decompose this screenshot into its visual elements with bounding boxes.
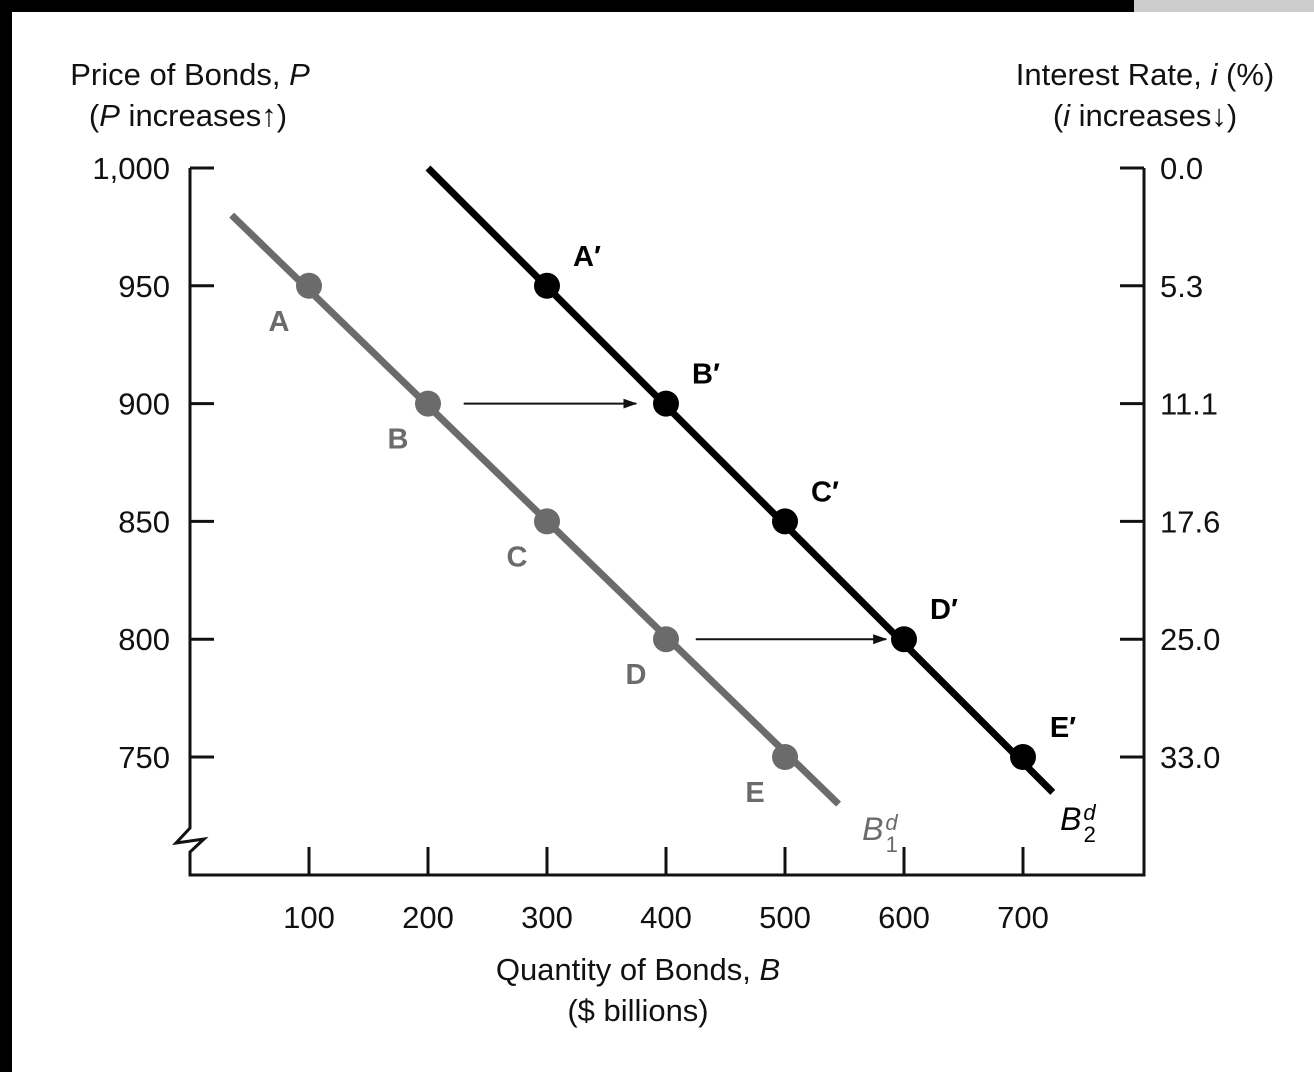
- point-label: B: [388, 424, 409, 456]
- x-axis-ticks: 100 200 300 400 500 600 700: [283, 847, 1049, 935]
- data-point: [534, 508, 560, 535]
- series-layer: A B C D E Bd 1 A′ B′ C′ D′ E′ Bd 2: [229, 165, 1096, 857]
- demand-curve-line: [229, 212, 841, 807]
- x-tick-label: 700: [997, 900, 1049, 935]
- left-axis-label-line2: (P increases↑): [89, 98, 287, 133]
- series-label: Bd 1: [862, 810, 898, 857]
- right-tick-label: 33.0: [1160, 740, 1220, 775]
- series-2: A′ B′ C′ D′ E′ Bd 2: [425, 165, 1096, 847]
- x-axis-label-line2: ($ billions): [567, 993, 708, 1028]
- point-label: A′: [573, 241, 601, 273]
- left-axis-ticks: 1,000 950 900 850 800 750: [92, 151, 214, 775]
- left-tick-label: 750: [118, 740, 170, 775]
- point-label: C: [507, 541, 528, 573]
- right-tick-label: 25.0: [1160, 622, 1220, 657]
- data-point: [653, 626, 679, 653]
- left-tick-label: 950: [118, 269, 170, 304]
- right-axis-label-line2: (i increases↓): [1053, 98, 1237, 133]
- point-label: E: [745, 777, 764, 809]
- series-1: A B C D E Bd 1: [229, 212, 898, 857]
- right-tick-label: 11.1: [1160, 387, 1218, 422]
- data-point: [772, 508, 798, 535]
- data-point: [296, 272, 322, 299]
- x-tick-label: 400: [640, 900, 692, 935]
- data-point: [653, 390, 679, 417]
- point-label: C′: [811, 476, 839, 508]
- left-axis-label-line1: Price of Bonds, P: [70, 57, 310, 92]
- series-label: Bd 2: [1060, 800, 1096, 847]
- demand-curve-line: [425, 165, 1056, 795]
- left-tick-label: 900: [118, 387, 170, 422]
- shift-arrows: [463, 398, 888, 645]
- point-label: D: [626, 659, 647, 691]
- x-tick-label: 600: [878, 900, 930, 935]
- data-point: [534, 272, 560, 299]
- right-tick-label: 5.3: [1160, 269, 1203, 304]
- data-point: [891, 626, 917, 653]
- left-tick-label: 850: [118, 504, 170, 539]
- point-label: E′: [1050, 712, 1076, 744]
- axis-frame: [172, 168, 1146, 877]
- x-tick-label: 300: [521, 900, 573, 935]
- point-label: D′: [930, 594, 958, 626]
- x-tick-label: 100: [283, 900, 335, 935]
- x-axis-label-line1: Quantity of Bonds, B: [496, 952, 780, 987]
- x-tick-label: 200: [402, 900, 454, 935]
- axes: [172, 168, 1146, 877]
- right-tick-label: 17.6: [1160, 504, 1220, 539]
- frame-background: [12, 12, 1314, 1072]
- data-point: [415, 390, 441, 417]
- data-point: [1010, 744, 1036, 770]
- point-label: B′: [692, 359, 720, 391]
- right-tick-label: 0.0: [1160, 151, 1203, 186]
- point-label: A: [269, 306, 290, 338]
- left-tick-label: 800: [118, 622, 170, 657]
- x-tick-label: 500: [759, 900, 811, 935]
- right-axis-label-line1: Interest Rate, i (%): [1016, 57, 1274, 92]
- left-tick-label: 1,000: [92, 151, 170, 186]
- frame-corner-strip: [1134, 0, 1314, 12]
- right-axis-ticks: 0.0 5.3 11.1 17.6 25.0 33.0: [1120, 151, 1220, 775]
- data-point: [772, 744, 798, 770]
